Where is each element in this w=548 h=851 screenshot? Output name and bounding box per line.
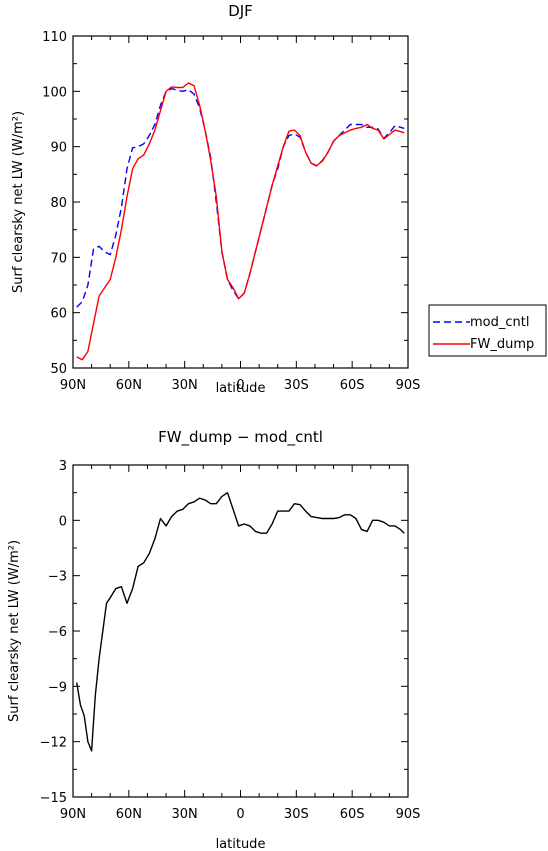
chart-legend: mod_cntl FW_dump [428,304,547,357]
y-tick-label: 0 [59,514,67,529]
x-tick-label: 30S [284,378,309,393]
x-tick-label: 60S [340,378,365,393]
legend-box [428,304,547,357]
x-tick-label: 0 [236,807,244,822]
x-tick-label: 30N [172,378,198,393]
y-tick-label: −15 [40,791,67,806]
x-tick-label: 30N [172,807,198,822]
y-tick-label: −12 [40,736,67,751]
series-line-mod_cntl [76,87,405,308]
x-tick-label: 90S [396,378,421,393]
x-tick-label: 90N [60,807,86,822]
x-tick-label: 0 [236,378,244,393]
x-axis-label: latitude [216,381,266,396]
y-tick-label: 60 [50,307,67,322]
chart-panel-1: DJF 90N 60N 30N 0 30S 60S 90S 50 60 70 80 90 100 110 la… [11,2,547,396]
y-tick-label: 3 [59,459,67,474]
x-tick-label: 60N [116,807,142,822]
series-line-diff-0 [76,492,405,752]
y-tick-label: −3 [48,570,67,585]
y-tick-label: 110 [42,30,67,45]
plot-frame [72,464,409,798]
y-tick-label: 70 [50,251,67,266]
y-tick-label: −9 [48,680,67,695]
x-tick-label: 60N [116,378,142,393]
legend-label-mod_cntl: mod_cntl [470,315,529,330]
x-axis-label: latitude [216,837,266,851]
series-line-FW_dump [76,82,405,361]
y-tick-label: 90 [50,141,67,156]
chart-panel-2: FW_dump − mod_cntl 90N 60N 30N 0 30S 60S 90S −15… [7,428,420,851]
y-tick-label: 80 [50,196,67,211]
legend-label-FW_dump: FW_dump [470,337,534,352]
chart-title: FW_dump − mod_cntl [158,428,323,447]
x-tick-label: 30S [284,807,309,822]
y-tick-label: −6 [48,625,67,640]
y-axis-label: Surf clearsky net LW (W/m²) [7,540,22,722]
plot-frame [72,35,409,369]
y-tick-label: 100 [42,85,67,100]
y-axis-label: Surf clearsky net LW (W/m²) [11,111,26,293]
y-tick-label: 50 [50,362,67,377]
x-tick-label: 60S [340,807,365,822]
chart-title: DJF [228,2,253,20]
x-tick-label: 90S [396,807,421,822]
x-tick-label: 90N [60,378,86,393]
